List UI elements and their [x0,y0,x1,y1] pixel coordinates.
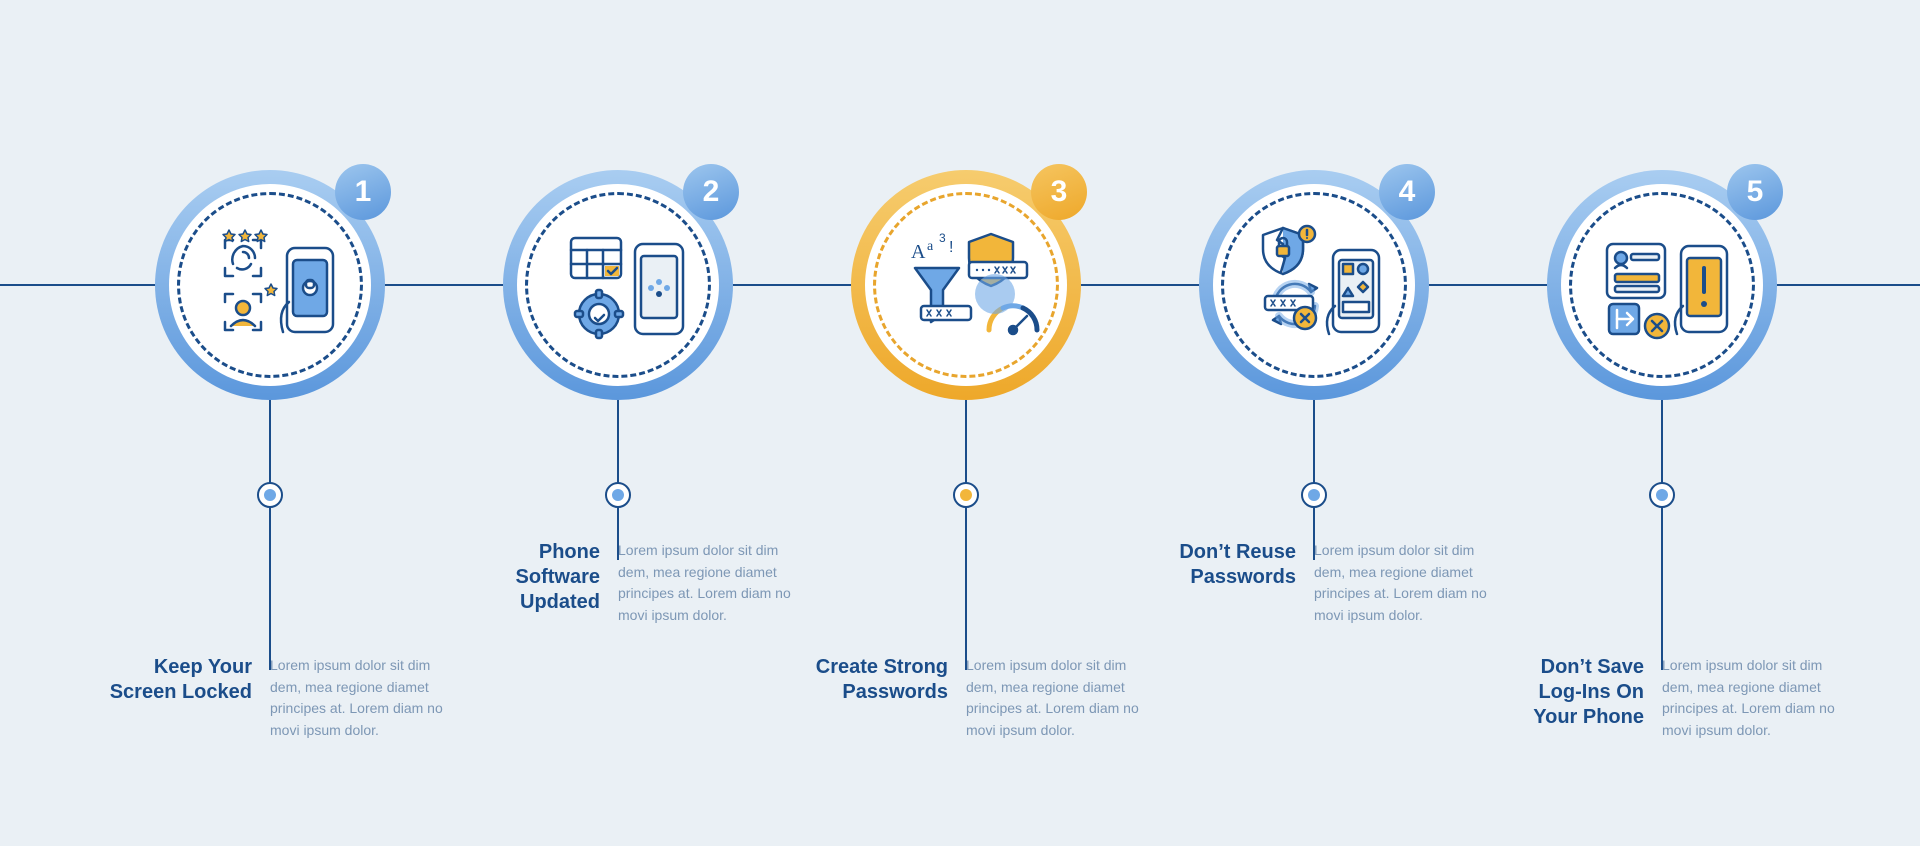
step-number: 3 [1051,175,1068,209]
step-text-block: Don’t Save Log-Ins On Your PhoneLorem ip… [1494,655,1844,742]
step-connector-node-dot [1656,489,1668,501]
step-circle-1: 1 [155,170,385,400]
step-connector-line [617,400,619,560]
step-number: 5 [1747,175,1764,209]
step-connector-line [965,400,967,670]
step-circle-4: 4 [1199,170,1429,400]
step-connector-node [257,482,283,508]
step-circle-5: 5 [1547,170,1777,400]
step-connector-line [1313,400,1315,560]
step-circle-2: 2 [503,170,733,400]
step-body: Lorem ipsum dolor sit dim dem, mea regio… [966,655,1148,742]
step-number-badge: 2 [683,164,739,220]
step-text-block: Don’t Reuse PasswordsLorem ipsum dolor s… [1146,540,1496,627]
step-connector-node-dot [612,489,624,501]
step-number: 2 [703,175,720,209]
step-connector-node [605,482,631,508]
step-number: 4 [1399,175,1416,209]
step-title: Don’t Reuse Passwords [1146,540,1296,627]
step-number: 1 [355,175,372,209]
step-title: Phone Software Updated [450,540,600,627]
step-circle-3: 3 [851,170,1081,400]
step-connector-node [1301,482,1327,508]
step-body: Lorem ipsum dolor sit dim dem, mea regio… [1314,540,1496,627]
step-connector-line [269,400,271,670]
step-number-badge: 5 [1727,164,1783,220]
step-connector-node [953,482,979,508]
step-connector-line [1661,400,1663,670]
step-title: Don’t Save Log-Ins On Your Phone [1494,655,1644,742]
step-text-block: Keep Your Screen LockedLorem ipsum dolor… [102,655,452,742]
step-number-badge: 1 [335,164,391,220]
step-title: Keep Your Screen Locked [102,655,252,742]
step-title: Create Strong Passwords [798,655,948,742]
step-body: Lorem ipsum dolor sit dim dem, mea regio… [1662,655,1844,742]
step-connector-node-dot [1308,489,1320,501]
step-text-block: Create Strong PasswordsLorem ipsum dolor… [798,655,1148,742]
step-body: Lorem ipsum dolor sit dim dem, mea regio… [618,540,800,627]
step-body: Lorem ipsum dolor sit dim dem, mea regio… [270,655,452,742]
step-number-badge: 3 [1031,164,1087,220]
step-text-block: Phone Software UpdatedLorem ipsum dolor … [450,540,800,627]
step-connector-node-dot [264,489,276,501]
step-number-badge: 4 [1379,164,1435,220]
infographic-canvas: 1Keep Your Screen LockedLorem ipsum dolo… [0,0,1920,846]
step-connector-node [1649,482,1675,508]
step-connector-node-dot [960,489,972,501]
